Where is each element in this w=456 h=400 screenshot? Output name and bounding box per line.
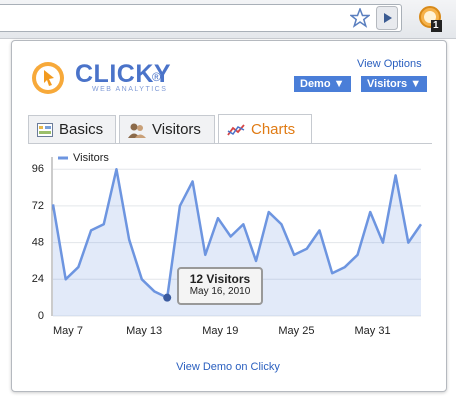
play-button[interactable] (376, 6, 398, 30)
view-options-link[interactable]: View Options (357, 58, 422, 70)
tab-active[interactable]: Charts (218, 114, 312, 144)
tooltip-title: 12 Visitors (189, 272, 251, 286)
tab[interactable]: Visitors (119, 115, 215, 143)
logo-mark: ® (152, 70, 161, 84)
tab-label: Charts (251, 121, 296, 138)
tab-label: Basics (59, 121, 104, 138)
y-tick-label: 72 (32, 200, 44, 212)
tooltip-date: May 16, 2010 (189, 286, 251, 297)
metric-button[interactable]: Visitors ▼ (361, 76, 428, 92)
chart: 0 24 48 72 96 May 7 May 13 May 19 May 25 May 31 Vi… (32, 152, 423, 337)
x-tick-label: May 19 (202, 325, 238, 337)
y-tick-label: 24 (32, 273, 44, 285)
logo-text: CLICKY (75, 60, 172, 88)
tab-label: Visitors (152, 121, 201, 138)
extension-icon[interactable] (418, 5, 446, 33)
highlight-point (163, 293, 172, 302)
x-tick-label: May 25 (278, 325, 314, 337)
x-tick-label: May 31 (355, 325, 391, 337)
browser-toolbar: 1 (0, 0, 456, 39)
site-button[interactable]: Demo ▼ (294, 76, 351, 92)
series-line (51, 167, 423, 299)
footer-link[interactable]: View Demo on Clicky (176, 361, 280, 373)
y-tick-label: 96 (32, 163, 44, 175)
x-tick-label: May 13 (126, 325, 162, 337)
area-fill (53, 169, 421, 316)
x-tick-label: May 7 (53, 325, 83, 337)
logo-icon (32, 62, 64, 94)
y-tick-label: 0 (38, 310, 44, 322)
tooltip: 12 Visitors May 16, 2010 (177, 267, 263, 305)
badge: 1 (433, 20, 439, 31)
y-tick-label: 48 (32, 237, 44, 249)
address-bar[interactable] (0, 4, 402, 32)
star-icon[interactable] (350, 8, 370, 28)
legend-label: Visitors (73, 152, 109, 164)
tab-icon (37, 122, 53, 137)
tagline: WEB ANALYTICS (92, 86, 168, 93)
tab[interactable]: Basics (28, 115, 116, 143)
tab-icon (227, 123, 245, 136)
popup (11, 40, 447, 392)
tab-rule (28, 143, 432, 144)
tab-icon (128, 123, 146, 138)
